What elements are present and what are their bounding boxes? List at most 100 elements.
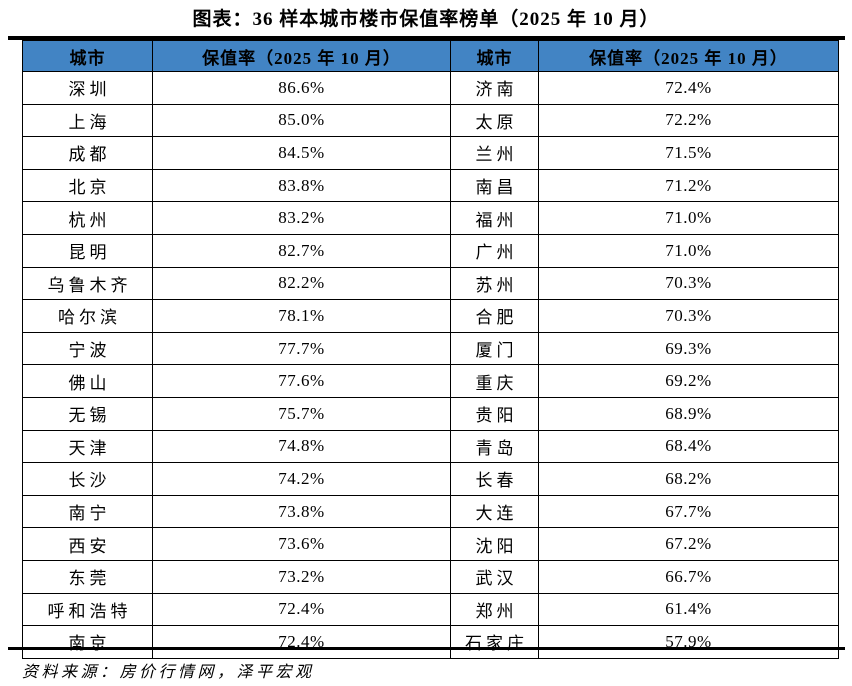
city-cell: 哈尔滨 bbox=[22, 299, 153, 333]
city-cell: 太原 bbox=[450, 103, 539, 138]
city-cell: 沈阳 bbox=[450, 527, 539, 561]
city-cell: 上海 bbox=[22, 103, 153, 138]
city-cell: 福州 bbox=[450, 201, 539, 235]
rate-cell: 71.0% bbox=[538, 201, 839, 235]
rate-cell: 67.7% bbox=[538, 494, 839, 529]
city-cell: 长沙 bbox=[22, 462, 153, 496]
rate-cell: 86.6% bbox=[152, 71, 451, 105]
city-cell: 南京 bbox=[22, 625, 153, 659]
table-row: 长沙 74.2% 长春 68.2% bbox=[22, 462, 839, 496]
rate-cell: 68.2% bbox=[538, 462, 839, 496]
rate-cell: 72.4% bbox=[152, 592, 451, 627]
rate-cell: 73.8% bbox=[152, 494, 451, 529]
column-header-rate-left: 保值率（2025 年 10 月） bbox=[152, 40, 451, 72]
table-row: 乌鲁木齐 82.2% 苏州 70.3% bbox=[22, 266, 839, 301]
city-cell: 呼和浩特 bbox=[22, 592, 153, 627]
table-row: 上海 85.0% 太原 72.2% bbox=[22, 103, 839, 138]
city-cell: 广州 bbox=[450, 233, 539, 268]
city-cell: 东莞 bbox=[22, 559, 153, 594]
table-row: 南京 72.4% 石家庄 57.9% bbox=[22, 625, 839, 659]
city-cell: 苏州 bbox=[450, 266, 539, 301]
city-cell: 兰州 bbox=[450, 136, 539, 170]
city-cell: 石家庄 bbox=[450, 625, 539, 659]
table-row: 佛山 77.6% 重庆 69.2% bbox=[22, 364, 839, 398]
rate-cell: 57.9% bbox=[538, 625, 839, 659]
rate-cell: 75.7% bbox=[152, 396, 451, 431]
rate-cell: 77.6% bbox=[152, 364, 451, 398]
header-row: 城市 保值率（2025 年 10 月） 城市 保值率（2025 年 10 月） bbox=[22, 40, 839, 72]
rate-cell: 74.2% bbox=[152, 462, 451, 496]
city-cell: 厦门 bbox=[450, 331, 539, 366]
city-cell: 杭州 bbox=[22, 201, 153, 235]
rate-cell: 70.3% bbox=[538, 266, 839, 301]
rate-cell: 72.4% bbox=[538, 71, 839, 105]
table-row: 天津 74.8% 青岛 68.4% bbox=[22, 429, 839, 464]
city-cell: 长春 bbox=[450, 462, 539, 496]
rate-cell: 85.0% bbox=[152, 103, 451, 138]
rate-cell: 78.1% bbox=[152, 299, 451, 333]
table-header: 城市 保值率（2025 年 10 月） 城市 保值率（2025 年 10 月） bbox=[22, 40, 839, 72]
city-cell: 宁波 bbox=[22, 331, 153, 366]
rate-cell: 84.5% bbox=[152, 136, 451, 170]
rate-cell: 83.8% bbox=[152, 168, 451, 203]
table-row: 西安 73.6% 沈阳 67.2% bbox=[22, 527, 839, 561]
table-row: 东莞 73.2% 武汉 66.7% bbox=[22, 559, 839, 594]
city-cell: 济南 bbox=[450, 71, 539, 105]
city-cell: 贵阳 bbox=[450, 396, 539, 431]
table-row: 深圳 86.6% 济南 72.4% bbox=[22, 71, 839, 105]
city-cell: 郑州 bbox=[450, 592, 539, 627]
city-cell: 合肥 bbox=[450, 299, 539, 333]
table-row: 昆明 82.7% 广州 71.0% bbox=[22, 233, 839, 268]
table-body: 深圳 86.6% 济南 72.4% 上海 85.0% 太原 72.2% 成都 84.5% 兰州 71.… bbox=[22, 71, 839, 659]
top-rule bbox=[8, 36, 845, 40]
rate-cell: 69.3% bbox=[538, 331, 839, 366]
rate-cell: 72.4% bbox=[152, 625, 451, 659]
city-cell: 青岛 bbox=[450, 429, 539, 464]
city-cell: 无锡 bbox=[22, 396, 153, 431]
city-cell: 昆明 bbox=[22, 233, 153, 268]
city-cell: 南宁 bbox=[22, 494, 153, 529]
rate-cell: 61.4% bbox=[538, 592, 839, 627]
city-cell: 大连 bbox=[450, 494, 539, 529]
city-cell: 重庆 bbox=[450, 364, 539, 398]
table-row: 宁波 77.7% 厦门 69.3% bbox=[22, 331, 839, 366]
city-cell: 佛山 bbox=[22, 364, 153, 398]
table-row: 哈尔滨 78.1% 合肥 70.3% bbox=[22, 299, 839, 333]
table-row: 北京 83.8% 南昌 71.2% bbox=[22, 168, 839, 203]
city-cell: 北京 bbox=[22, 168, 153, 203]
source-note: 资料来源：房价行情网，泽平宏观 bbox=[22, 664, 315, 681]
rate-cell: 71.5% bbox=[538, 136, 839, 170]
figure-title: 图表：36 样本城市楼市保值率榜单（2025 年 10 月） bbox=[192, 9, 660, 30]
column-header-city-left: 城市 bbox=[22, 40, 153, 72]
rate-cell: 73.2% bbox=[152, 559, 451, 594]
table-row: 成都 84.5% 兰州 71.5% bbox=[22, 136, 839, 170]
city-cell: 乌鲁木齐 bbox=[22, 266, 153, 301]
city-cell: 武汉 bbox=[450, 559, 539, 594]
ranking-table: 城市 保值率（2025 年 10 月） 城市 保值率（2025 年 10 月） … bbox=[22, 40, 839, 659]
rate-cell: 70.3% bbox=[538, 299, 839, 333]
rate-cell: 77.7% bbox=[152, 331, 451, 366]
bottom-rule bbox=[8, 647, 845, 650]
rate-cell: 66.7% bbox=[538, 559, 839, 594]
city-cell: 成都 bbox=[22, 136, 153, 170]
rate-cell: 82.7% bbox=[152, 233, 451, 268]
table-row: 呼和浩特 72.4% 郑州 61.4% bbox=[22, 592, 839, 627]
table-row: 南宁 73.8% 大连 67.7% bbox=[22, 494, 839, 529]
rate-cell: 68.9% bbox=[538, 396, 839, 431]
city-cell: 深圳 bbox=[22, 71, 153, 105]
city-cell: 天津 bbox=[22, 429, 153, 464]
column-header-rate-right: 保值率（2025 年 10 月） bbox=[538, 40, 839, 72]
rate-cell: 67.2% bbox=[538, 527, 839, 561]
rate-cell: 82.2% bbox=[152, 266, 451, 301]
rate-cell: 68.4% bbox=[538, 429, 839, 464]
rate-cell: 69.2% bbox=[538, 364, 839, 398]
rate-cell: 83.2% bbox=[152, 201, 451, 235]
rate-cell: 74.8% bbox=[152, 429, 451, 464]
table-row: 杭州 83.2% 福州 71.0% bbox=[22, 201, 839, 235]
column-header-city-right: 城市 bbox=[450, 40, 539, 72]
rate-cell: 73.6% bbox=[152, 527, 451, 561]
city-cell: 南昌 bbox=[450, 168, 539, 203]
city-cell: 西安 bbox=[22, 527, 153, 561]
table-row: 无锡 75.7% 贵阳 68.9% bbox=[22, 396, 839, 431]
